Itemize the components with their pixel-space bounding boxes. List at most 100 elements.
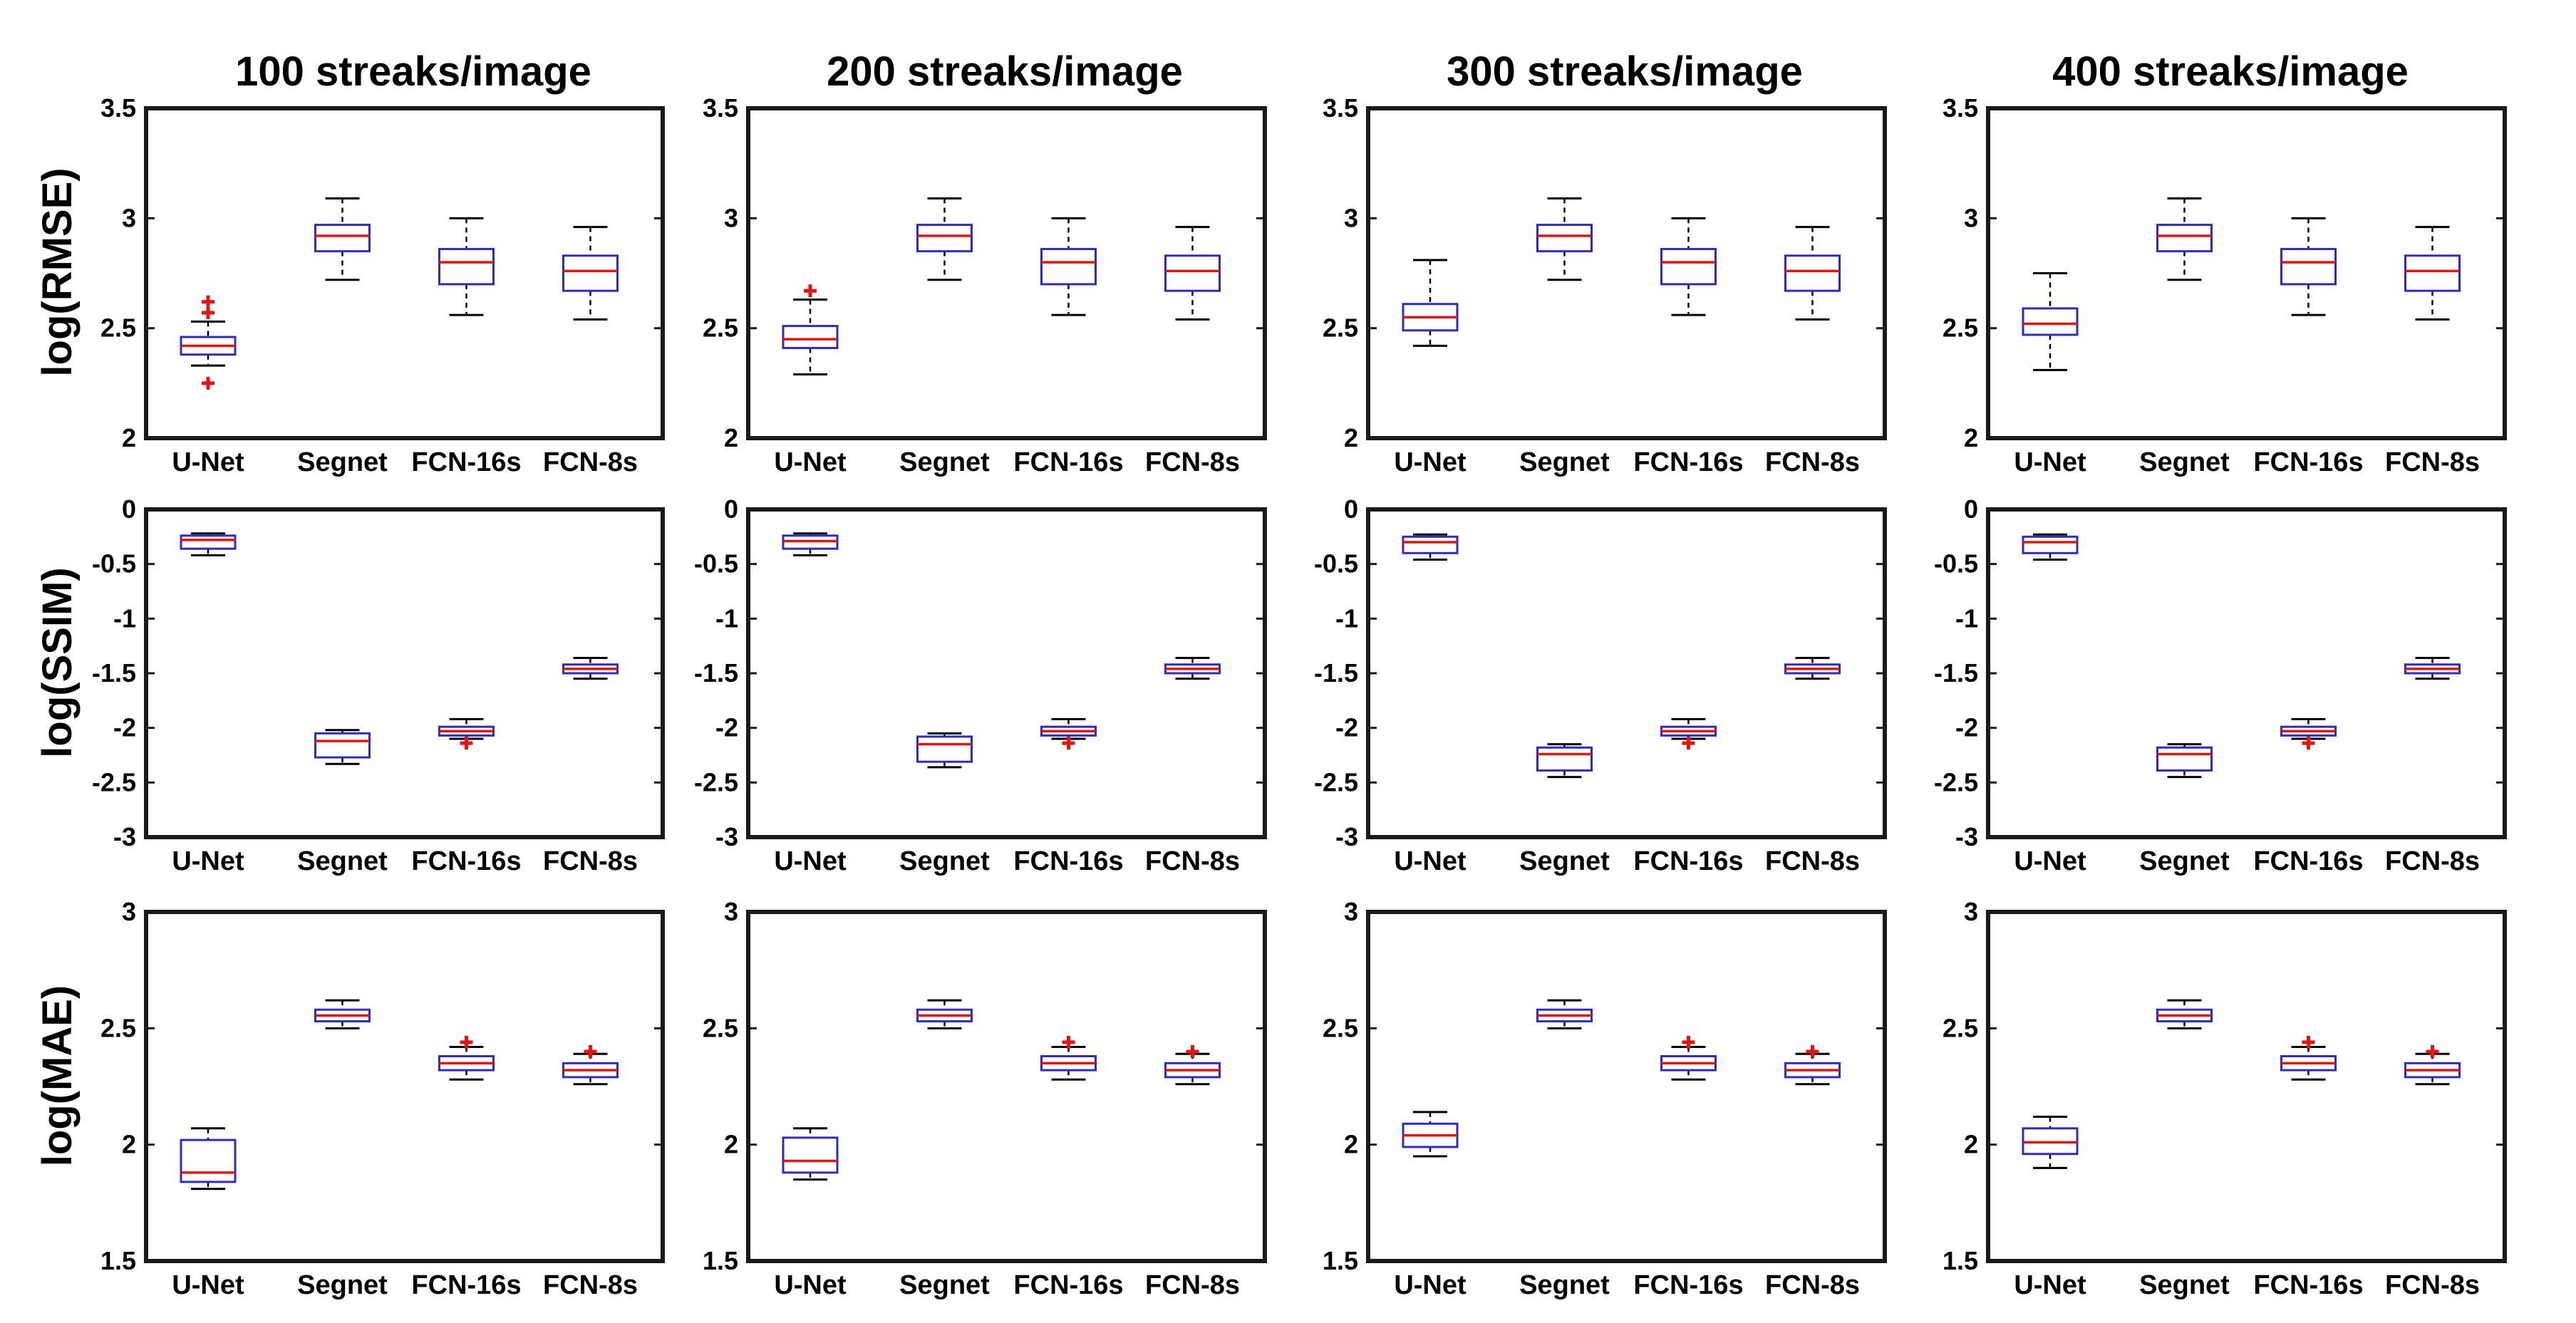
box-fcn-8s [1784, 226, 1841, 321]
y-tick-label: 2 [1964, 423, 1978, 452]
y-tick-label: 2.5 [1943, 1013, 1978, 1042]
box-fcn-8s [1164, 226, 1221, 321]
outlier-marker [1062, 1035, 1075, 1049]
x-tick-label: FCN-16s [411, 846, 521, 876]
box-fcn-8s [1784, 1045, 1841, 1086]
y-tick-label: -1 [1955, 603, 1978, 633]
box-segnet [916, 197, 973, 281]
box-u-net [782, 532, 839, 556]
box-u-net [782, 1127, 839, 1181]
y-tick-label: 3.5 [100, 93, 136, 123]
axes-frame [1986, 507, 2507, 839]
box-fcn-8s [1164, 1045, 1221, 1086]
iqr-box [2404, 254, 2461, 292]
y-tick-label: 2.5 [1323, 1013, 1358, 1042]
x-tick-label: U-Net [172, 1270, 244, 1300]
y-tick-label: 3 [122, 203, 136, 232]
y-tick-label: 0 [122, 494, 136, 524]
y-tick-label: 2 [724, 1130, 738, 1159]
x-tick-label: U-Net [1394, 1270, 1467, 1300]
column-title-100: 100 streaks/image [235, 48, 591, 95]
y-tick-label: -3 [715, 822, 738, 851]
y-tick-label: -1.5 [92, 658, 136, 688]
x-tick-label: Segnet [899, 1270, 990, 1300]
x-tick-label: U-Net [1394, 447, 1467, 477]
x-tick-label: FCN-16s [1013, 447, 1123, 477]
x-tick-label: FCN-8s [1765, 846, 1860, 876]
y-tick-label: 1.5 [100, 1246, 136, 1275]
y-tick-label: -2.5 [694, 767, 738, 797]
x-tick-label: FCN-8s [543, 447, 638, 477]
box-segnet [916, 732, 973, 769]
y-tick-label: -2 [113, 713, 136, 742]
iqr-box [2022, 307, 2079, 336]
y-tick-label: 2 [122, 1130, 136, 1159]
panel-1-3: 2 2.5 3 3.5 U-Net Segnet FCN-16s FCN-8s [1323, 93, 1887, 477]
iqr-box [1536, 746, 1593, 772]
box-fcn-16s [438, 717, 495, 750]
axes-frame [1366, 910, 1887, 1263]
x-tick-label: U-Net [172, 447, 244, 477]
outlier-marker [202, 295, 214, 308]
x-tick-label: FCN-8s [1145, 846, 1240, 876]
axes-frame [1986, 910, 2507, 1263]
box-fcn-8s [2404, 657, 2461, 680]
y-tick-label: 3 [1344, 203, 1358, 232]
column-title-200: 200 streaks/image [827, 48, 1183, 95]
y-tick-label: -0.5 [1314, 549, 1358, 579]
y-tick-label: -1 [1335, 603, 1358, 633]
x-tick-label: FCN-16s [411, 1270, 521, 1300]
box-fcn-16s [2280, 1035, 2337, 1081]
box-segnet [2156, 999, 2213, 1029]
box-segnet [1536, 743, 1593, 779]
x-tick-label: Segnet [297, 846, 388, 876]
y-tick-label: -2 [1955, 713, 1978, 742]
box-segnet [2156, 743, 2213, 779]
x-tick-label: Segnet [2139, 447, 2230, 477]
box-segnet [314, 729, 371, 765]
y-tick-label: 2 [724, 423, 738, 452]
y-tick-label: 1.5 [1323, 1246, 1358, 1275]
iqr-box [1660, 248, 1717, 286]
y-tick-label: 2.5 [100, 313, 136, 343]
y-tick-label: 0 [1344, 494, 1358, 524]
y-tick-label: 2 [1344, 423, 1358, 452]
iqr-box [1536, 224, 1593, 253]
box-fcn-16s [1660, 1035, 1717, 1081]
y-tick-label: 2.5 [1943, 313, 1978, 343]
iqr-box [782, 325, 839, 349]
box-segnet [314, 197, 371, 281]
box-u-net [180, 295, 237, 390]
x-tick-label: FCN-16s [2253, 846, 2363, 876]
y-tick-label: 3 [724, 897, 738, 926]
y-tick-label: -1.5 [1934, 658, 1978, 688]
x-tick-label: FCN-8s [543, 1270, 638, 1300]
row-labels: log(RMSE) log(SSIM) log(MAE) [34, 167, 81, 1166]
x-tick-label: Segnet [899, 846, 990, 876]
iqr-box [562, 254, 619, 292]
outlier-marker [1682, 1035, 1695, 1049]
iqr-box [180, 1138, 237, 1183]
box-segnet [1536, 999, 1593, 1029]
y-tick-label: 1.5 [703, 1246, 738, 1275]
y-tick-label: -1 [113, 603, 136, 633]
x-tick-label: Segnet [899, 447, 990, 477]
y-tick-label: -2 [715, 713, 738, 742]
box-u-net [2022, 1115, 2079, 1169]
iqr-box [1402, 535, 1459, 554]
y-tick-label: -0.5 [1934, 549, 1978, 579]
box-fcn-8s [562, 226, 619, 321]
x-tick-label: U-Net [774, 846, 847, 876]
panel-2-2: -3 -2.5 -2 -1.5 -1 -0.5 0 U-Net Segnet FCN-16s FCN… [694, 494, 1267, 876]
y-tick-label: -2 [1335, 713, 1358, 742]
iqr-box [438, 248, 495, 286]
y-tick-label: 3 [1344, 897, 1358, 926]
iqr-box [180, 534, 237, 550]
x-tick-label: U-Net [2014, 447, 2086, 477]
outlier-marker [460, 1035, 473, 1049]
x-tick-label: FCN-8s [2385, 447, 2480, 477]
box-u-net [1402, 1111, 1459, 1158]
outlier-marker [1186, 1045, 1199, 1058]
y-tick-label: -1.5 [1314, 658, 1358, 688]
